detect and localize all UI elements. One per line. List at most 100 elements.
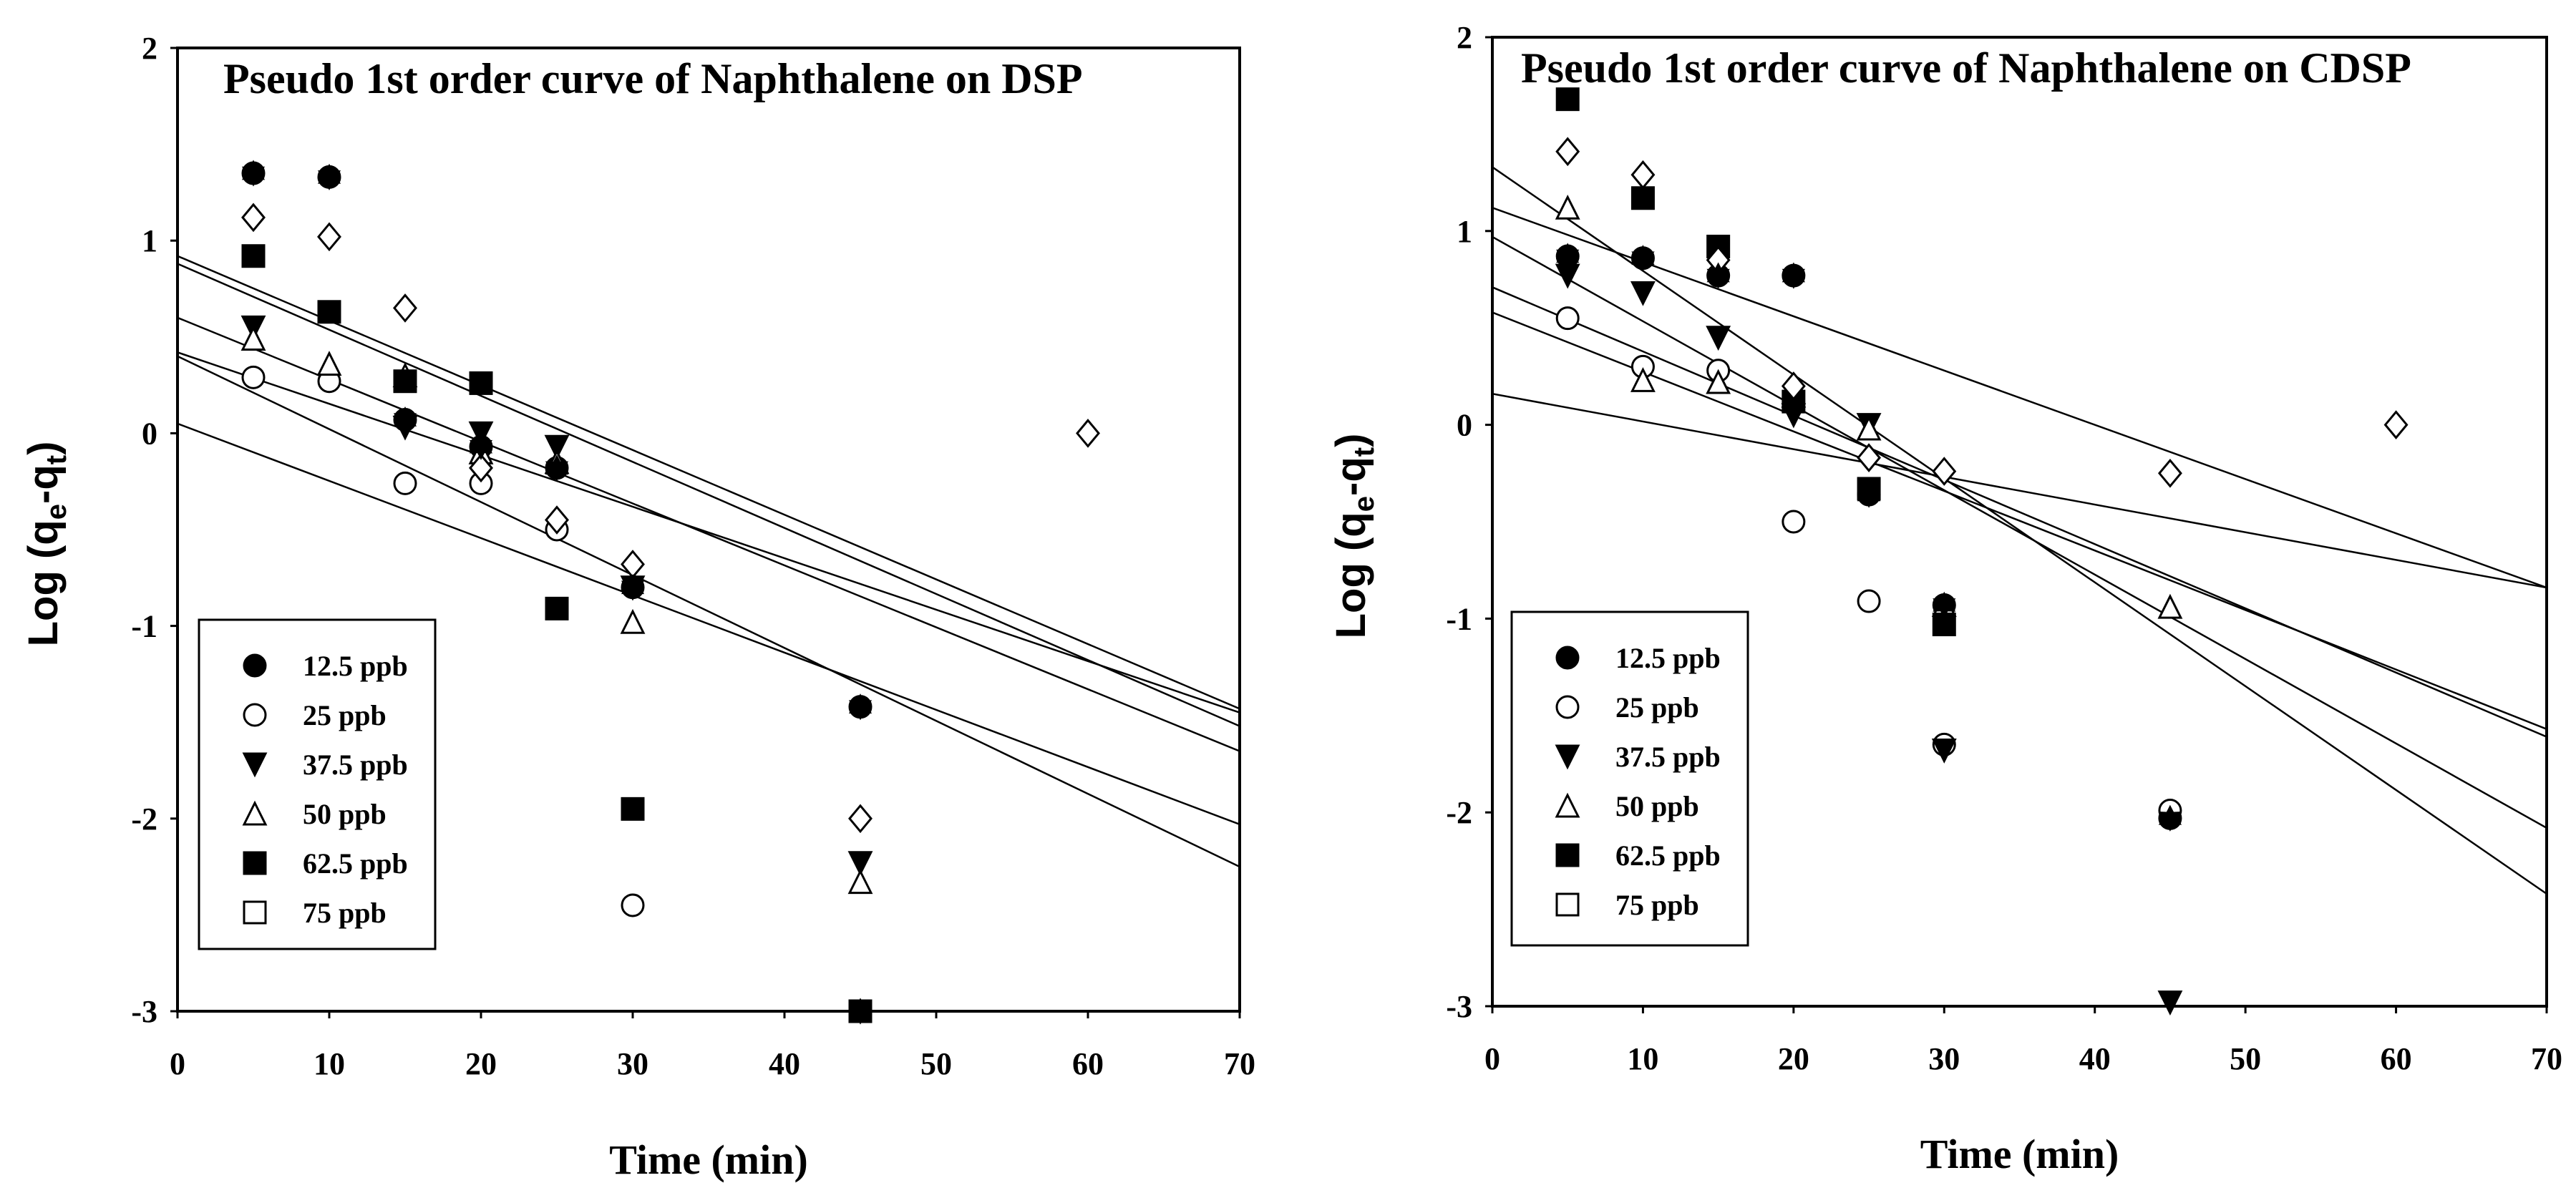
- legend-label: 75 ppb: [303, 897, 387, 929]
- data-point: [847, 869, 873, 895]
- data-point: [393, 406, 417, 434]
- legend-marker: [243, 900, 267, 925]
- legend-label: 37.5 ppb: [1615, 741, 1721, 773]
- y-tick-label: 0: [1457, 408, 1472, 443]
- legend-marker: [1555, 695, 1580, 719]
- x-tick-label: 40: [2079, 1041, 2111, 1076]
- y-axis-title: Log (qe-qt): [20, 442, 72, 647]
- fit-line: [1492, 311, 2547, 730]
- x-tick-label: 20: [465, 1046, 497, 1081]
- data-point: [317, 300, 341, 324]
- data-point: [241, 244, 266, 268]
- data-point: [317, 222, 341, 252]
- x-axis-title: Time (min): [609, 1136, 808, 1183]
- x-axis-title: Time (min): [1920, 1131, 2119, 1177]
- data-point: [545, 596, 569, 620]
- fit-line: [1492, 235, 2547, 829]
- data-point: [621, 550, 645, 579]
- data-point: [469, 453, 493, 483]
- y-tick-label: -2: [1446, 795, 1472, 830]
- data-point: [1706, 262, 1730, 289]
- data-point: [1931, 739, 1957, 764]
- legend: 12.5 ppb 25 ppb 37.5 ppb 50 ppb 62.5 ppb 75 p…: [198, 618, 437, 950]
- data-point: [240, 326, 266, 351]
- legend-label: 25 ppb: [1615, 691, 1699, 724]
- data-point: [469, 371, 493, 395]
- data-point: [1706, 369, 1731, 394]
- data-point: [1076, 419, 1100, 448]
- legend-label: 25 ppb: [303, 699, 387, 731]
- data-point: [1782, 510, 1806, 534]
- fit-line: [1492, 286, 2547, 738]
- fit-line: [178, 255, 1240, 710]
- y-tick-label: -1: [1446, 601, 1472, 636]
- legend-marker: [243, 851, 267, 875]
- data-point: [1630, 186, 1655, 210]
- data-point: [1856, 415, 1882, 441]
- data-point: [544, 434, 570, 460]
- data-point: [468, 421, 494, 447]
- data-point: [2383, 410, 2409, 439]
- data-point: [393, 471, 417, 495]
- data-point: [621, 574, 645, 601]
- legend-marker: [1555, 744, 1580, 770]
- data-point: [2157, 458, 2182, 488]
- data-point: [1630, 160, 1656, 190]
- data-point: [1932, 457, 1957, 486]
- x-tick-label: 0: [170, 1046, 185, 1081]
- legend-marker: [242, 752, 268, 778]
- fit-lines: [1492, 166, 2547, 895]
- data-point: [1933, 591, 1956, 619]
- legend-label: 12.5 ppb: [303, 650, 408, 682]
- legend-label: 62.5 ppb: [1615, 839, 1721, 872]
- data-point: [2158, 804, 2182, 832]
- data-point: [848, 693, 873, 721]
- data-point: [241, 365, 266, 389]
- data-point: [1781, 371, 1806, 401]
- plot-area-frame: [176, 47, 1241, 1013]
- legend-box: [198, 618, 437, 950]
- data-point: [1857, 481, 1881, 508]
- data-point: [621, 797, 645, 821]
- x-tick-label: 60: [2381, 1041, 2412, 1076]
- legend-marker: [243, 653, 267, 678]
- data-point: [545, 454, 569, 482]
- data-point: [1857, 589, 1881, 613]
- data-point: [393, 293, 417, 323]
- fit-line: [178, 316, 1240, 752]
- data-point: [241, 160, 266, 187]
- series-overlay: [241, 160, 873, 1025]
- data-point: [1857, 443, 1882, 472]
- legend-label: 37.5 ppb: [303, 749, 408, 781]
- legend: 12.5 ppb 25 ppb 37.5 ppb 50 ppb 62.5 ppb 75 p…: [1510, 610, 1749, 947]
- data-point: [1630, 366, 1656, 392]
- data-point: [1556, 243, 1580, 270]
- data-point: [1631, 245, 1655, 272]
- x-tick-label: 10: [314, 1046, 345, 1081]
- legend-marker: [1555, 646, 1580, 670]
- data-point: [1555, 306, 1580, 331]
- data-point: [393, 369, 417, 394]
- x-tick-label: 70: [2531, 1041, 2562, 1076]
- fit-lines: [178, 255, 1240, 868]
- y-tick-label: -3: [131, 994, 157, 1029]
- legend-label: 62.5 ppb: [303, 847, 408, 880]
- x-tick-label: 60: [1072, 1046, 1104, 1081]
- series-75-ppb: [1555, 137, 2409, 488]
- data-point: [1706, 326, 1731, 351]
- data-point: [1555, 194, 1580, 220]
- legend-box: [1510, 610, 1749, 947]
- data-point: [620, 608, 646, 634]
- data-point: [1630, 281, 1656, 306]
- legend-label: 50 ppb: [303, 798, 387, 830]
- data-point: [848, 804, 873, 834]
- legend-label: 12.5 ppb: [1615, 642, 1721, 674]
- x-tick-label: 30: [617, 1046, 648, 1081]
- data-point: [1782, 262, 1806, 289]
- fit-line: [178, 351, 1240, 714]
- x-tick-label: 30: [1928, 1041, 1960, 1076]
- plot-area-frame: [1491, 36, 2548, 1008]
